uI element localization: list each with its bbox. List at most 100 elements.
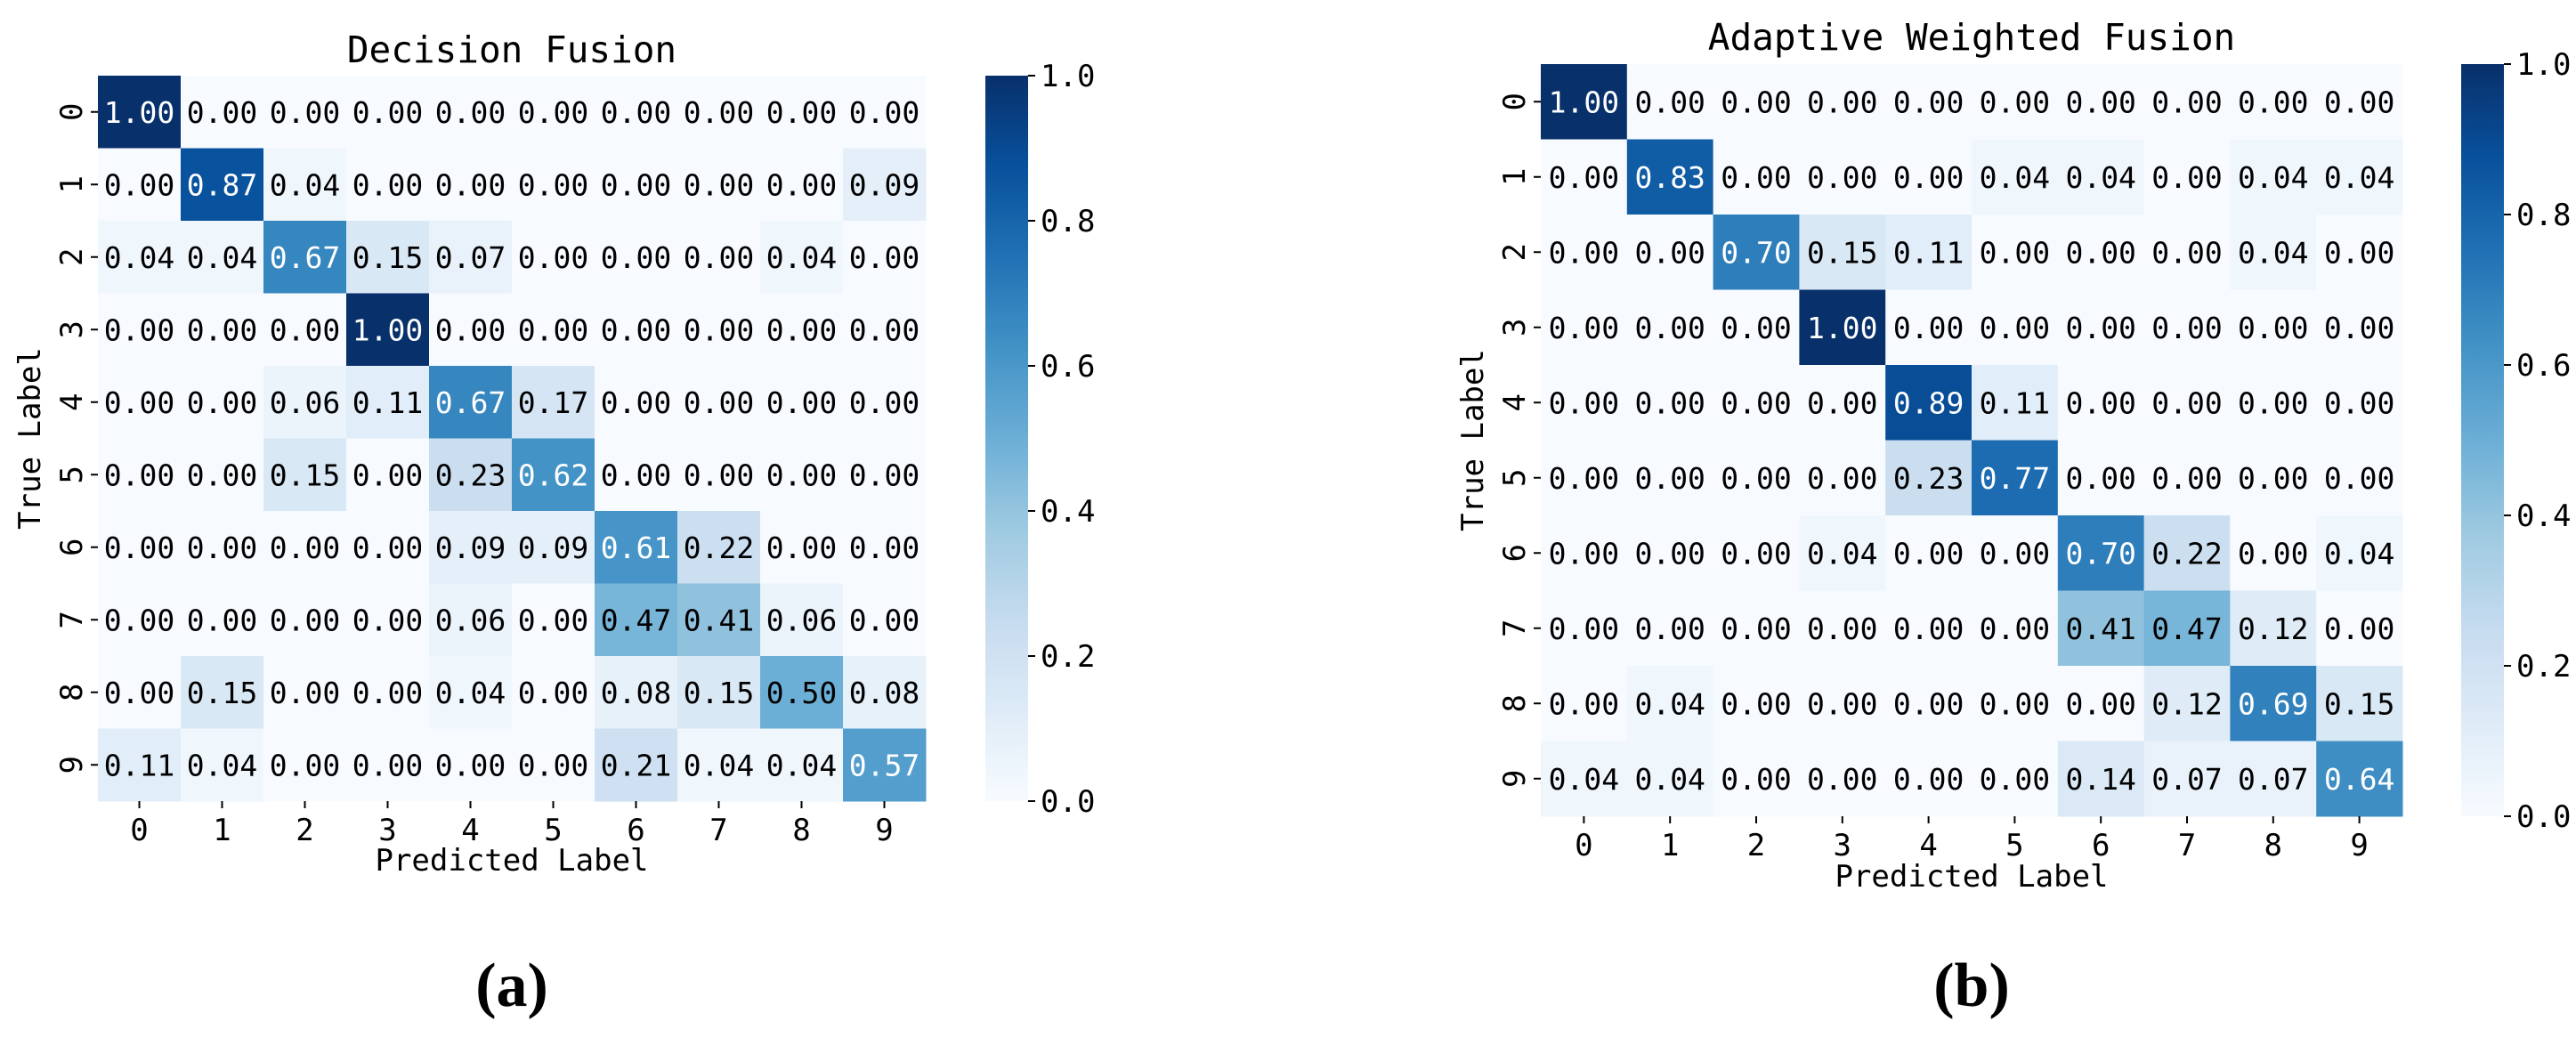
cell-value: 0.00 (2065, 385, 2135, 420)
y-axis-label: True Label (1455, 349, 1491, 531)
x-tick-label: 0 (130, 813, 148, 848)
heatmap-cell (98, 148, 182, 222)
heatmap-cell (843, 76, 927, 149)
cell-value: 0.00 (270, 312, 340, 347)
cell-value: 0.00 (352, 531, 423, 565)
cell-value: 1.00 (1549, 85, 1619, 119)
heatmap-cell (1626, 139, 1714, 215)
y-axis-label: True Label (12, 347, 48, 530)
cell-value: 0.11 (352, 385, 423, 420)
heatmap-cell (1972, 365, 2059, 441)
heatmap-cell (512, 148, 595, 222)
cell-value: 0.00 (1634, 311, 1705, 345)
heatmap-cell (429, 148, 513, 222)
x-tick-label: 9 (2350, 828, 2368, 863)
heatmap-cell (1626, 666, 1714, 741)
colorbar (985, 76, 1028, 801)
heatmap-cell (843, 656, 927, 729)
heatmap-cell (1972, 64, 2059, 140)
cell-value: 0.00 (1634, 461, 1705, 496)
heatmap-cell (843, 366, 927, 439)
heatmap-cell (346, 76, 430, 149)
cell-value: 0.00 (104, 312, 174, 347)
heatmap-cell (760, 221, 844, 294)
heatmap-cell (1713, 289, 1800, 366)
cell-value: 0.00 (1721, 311, 1791, 345)
colorbar-tick-label: 0.8 (2516, 198, 2571, 233)
heatmap-cell (843, 293, 927, 367)
cell-value: 0.00 (2324, 85, 2394, 119)
heatmap-cell (1626, 590, 1714, 667)
heatmap-cell (843, 148, 927, 222)
cell-value: 0.11 (1980, 385, 2050, 420)
x-tick-label: 5 (544, 813, 562, 848)
cell-value: 0.04 (1980, 160, 2050, 195)
heatmap-cell (1541, 590, 1628, 667)
cell-value: 0.00 (1634, 85, 1705, 119)
heatmap-cell (677, 438, 761, 512)
heatmap-cell (2230, 64, 2317, 140)
heatmap-cell (2316, 440, 2403, 516)
heatmap-cell (2057, 64, 2145, 140)
cell-value: 0.00 (1980, 762, 2050, 797)
cell-value: 0.00 (352, 167, 423, 202)
cell-value: 0.07 (435, 240, 506, 275)
colorbar-tick-label: 0.8 (1041, 204, 1095, 239)
cell-value: 0.00 (352, 676, 423, 710)
heatmap-cell (677, 728, 761, 802)
heatmap-cell (2057, 289, 2145, 366)
y-tick-label: 6 (1497, 544, 1533, 562)
cell-value: 0.00 (1980, 536, 2050, 571)
cell-value: 0.00 (1721, 461, 1791, 496)
cell-value: 0.00 (849, 385, 919, 420)
cell-value: 0.22 (684, 531, 754, 565)
cell-value: 0.61 (601, 531, 671, 565)
cell-value: 0.04 (2238, 235, 2308, 270)
cell-value: 0.00 (352, 95, 423, 130)
heatmap-cell (263, 76, 347, 149)
y-tick-label: 2 (1497, 243, 1533, 261)
heatmap-cell (1799, 139, 1886, 215)
cell-value: 0.00 (2065, 686, 2135, 721)
cell-value: 0.06 (270, 385, 340, 420)
cell-value: 0.00 (1893, 311, 1964, 345)
cell-value: 0.00 (104, 167, 174, 202)
cell-value: 0.00 (684, 312, 754, 347)
x-axis-label: Predicted Label (1835, 859, 2108, 895)
cell-value: 0.00 (2324, 385, 2394, 420)
cell-value: 0.00 (766, 531, 837, 565)
cell-value: 0.00 (435, 95, 506, 130)
heatmap-cell (346, 511, 430, 584)
x-tick-label: 1 (213, 813, 231, 848)
cell-value: 0.08 (601, 676, 671, 710)
heatmap-cell (2057, 139, 2145, 215)
colorbar-tick-label: 0.2 (2516, 649, 2571, 685)
heatmap-cell (1713, 666, 1800, 741)
cell-value: 0.00 (352, 748, 423, 782)
cell-value: 0.00 (1721, 536, 1791, 571)
cell-value: 0.15 (2324, 686, 2394, 721)
cell-value: 0.17 (518, 385, 588, 420)
decision-fusion-heatmap: 1.00 0.00 0.00 0.00 0.00 0.00 0.00 0.00 0.00 0.00… (12, 28, 1095, 1020)
heatmap-cell (760, 438, 844, 512)
cell-value: 0.04 (2065, 160, 2135, 195)
heatmap-cell (1626, 515, 1714, 591)
cell-value: 0.00 (1893, 536, 1964, 571)
heatmap-cell (1541, 666, 1628, 741)
x-tick-label: 7 (2178, 828, 2196, 863)
cell-value: 0.04 (1634, 762, 1705, 797)
cell-value: 0.00 (2065, 311, 2135, 345)
heatmap-cell (98, 221, 182, 294)
heatmap-cell (2143, 515, 2231, 591)
heatmap-cell (2316, 515, 2403, 591)
y-tick-label: 7 (1497, 620, 1533, 637)
heatmap-cell (760, 148, 844, 222)
y-tick-label: 7 (54, 611, 90, 628)
cell-value: 0.23 (1893, 461, 1964, 496)
heatmap-cell (98, 366, 182, 439)
heatmap-cell (595, 293, 678, 367)
heatmap-cell (346, 221, 430, 294)
cell-value: 0.00 (1721, 686, 1791, 721)
heatmap-cell (1626, 289, 1714, 366)
heatmap-cell (2316, 64, 2403, 140)
